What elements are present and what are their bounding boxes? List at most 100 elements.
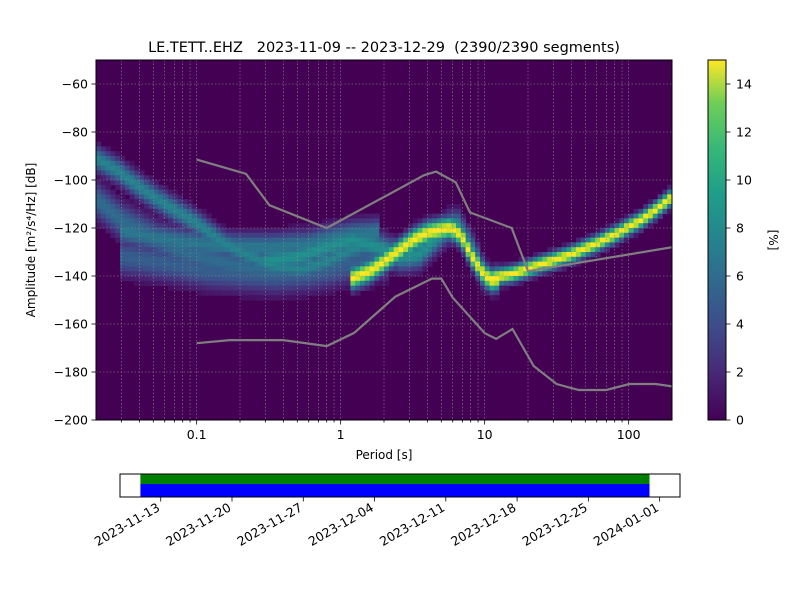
heatmap-cell: [196, 223, 203, 229]
heatmap-cell: [456, 208, 462, 215]
heatmap-cell: [465, 261, 471, 267]
heatmap-cell: [163, 266, 169, 272]
heatmap-cell: [297, 266, 303, 272]
heatmap-cell: [302, 228, 308, 234]
heatmap-cell: [225, 228, 231, 234]
heatmap-cell: [408, 266, 414, 272]
heatmap-cell: [408, 247, 414, 253]
heatmap-cell: [633, 228, 639, 234]
heatmap-cell: [220, 232, 227, 239]
heatmap-cell: [216, 261, 222, 267]
heatmap-cell: [129, 242, 135, 248]
heatmap-cell: [244, 271, 251, 277]
heatmap-cell: [364, 261, 371, 267]
heatmap-cell: [345, 266, 351, 272]
heatmap-cell: [100, 199, 107, 205]
heatmap-cell: [312, 290, 318, 296]
heatmap-cell: [177, 252, 183, 258]
heatmap-cell: [340, 276, 347, 282]
heatmap-cell: [120, 156, 126, 162]
heatmap-cell: [196, 261, 203, 267]
heatmap-cell: [369, 252, 375, 258]
heatmap-cell: [422, 218, 428, 224]
heatmap-cell: [456, 223, 462, 229]
heatmap-cell: [120, 256, 126, 263]
heatmap-cell: [153, 252, 159, 258]
heatmap-cell: [244, 237, 251, 243]
heatmap-cell: [220, 280, 227, 287]
heatmap-cell: [172, 252, 179, 258]
heatmap-cell: [494, 295, 500, 301]
heatmap-cell: [115, 223, 121, 229]
heatmap-cell: [316, 266, 323, 272]
heatmap-cell: [259, 242, 265, 248]
heatmap-cell: [273, 280, 279, 287]
heatmap-cell: [624, 223, 630, 229]
heatmap-cell: [259, 228, 265, 234]
heatmap-cell: [292, 295, 299, 301]
heatmap-cell: [220, 256, 227, 263]
heatmap-cell: [177, 266, 183, 272]
heatmap-cell: [196, 276, 203, 282]
heatmap-cell: [254, 285, 260, 291]
heatmap-cell: [129, 160, 135, 167]
heatmap-cell: [528, 276, 534, 282]
heatmap-cell: [446, 213, 452, 219]
heatmap-cell: [177, 242, 183, 248]
heatmap-cell: [259, 237, 265, 243]
heatmap-cell: [134, 256, 140, 263]
heatmap-cell: [595, 232, 601, 239]
heatmap-cell: [240, 247, 246, 253]
heatmap-cell: [163, 237, 169, 243]
heatmap-cell: [585, 252, 591, 258]
heatmap-cell: [225, 280, 231, 287]
heatmap-cell: [393, 237, 399, 243]
heatmap-cell: [283, 290, 289, 296]
heatmap-cell: [364, 223, 371, 229]
heatmap-cell: [326, 252, 332, 258]
heatmap-cell: [211, 218, 217, 224]
heatmap-cell: [110, 170, 116, 176]
heatmap-cell: [288, 232, 294, 239]
heatmap-cell: [192, 285, 198, 291]
heatmap-cell: [120, 165, 126, 171]
heatmap-cell: [345, 218, 351, 224]
heatmap-cell: [364, 218, 371, 224]
heatmap-cell: [182, 261, 188, 267]
heatmap-cell: [297, 276, 303, 282]
heatmap-cell: [547, 266, 553, 272]
heatmap-cell: [360, 276, 366, 282]
heatmap-cell: [302, 261, 308, 267]
heatmap-cell: [153, 261, 159, 267]
heatmap-cell: [475, 256, 481, 263]
heatmap-cell: [432, 228, 438, 234]
heatmap-cell: [230, 261, 236, 267]
heatmap-cell: [124, 218, 131, 224]
heatmap-cell: [129, 204, 135, 210]
heatmap-cell: [427, 223, 433, 229]
heatmap-cell: [144, 237, 150, 243]
heatmap-cell: [417, 252, 423, 258]
heatmap-cell: [480, 261, 486, 267]
heatmap-cell: [163, 194, 169, 200]
heatmap-cell: [316, 271, 323, 277]
heatmap-cell: [168, 247, 174, 253]
heatmap-cell: [153, 199, 159, 205]
heatmap-cell: [465, 223, 471, 229]
heatmap-cell: [177, 208, 183, 215]
heatmap-cell: [436, 213, 443, 219]
heatmap-cell: [129, 247, 135, 253]
heatmap-cell: [264, 252, 270, 258]
heatmap-cell: [129, 218, 135, 224]
timeline-bar: [140, 484, 650, 497]
heatmap-cell: [216, 247, 222, 253]
heatmap-cell: [561, 242, 567, 248]
heatmap-cell: [244, 232, 251, 239]
heatmap-cell: [403, 237, 409, 243]
heatmap-cell: [124, 237, 131, 243]
heatmap-cell: [100, 175, 107, 181]
heatmap-cell: [508, 276, 515, 282]
heatmap-cell: [124, 252, 131, 258]
heatmap-cell: [427, 213, 433, 219]
heatmap-cell: [230, 247, 236, 253]
